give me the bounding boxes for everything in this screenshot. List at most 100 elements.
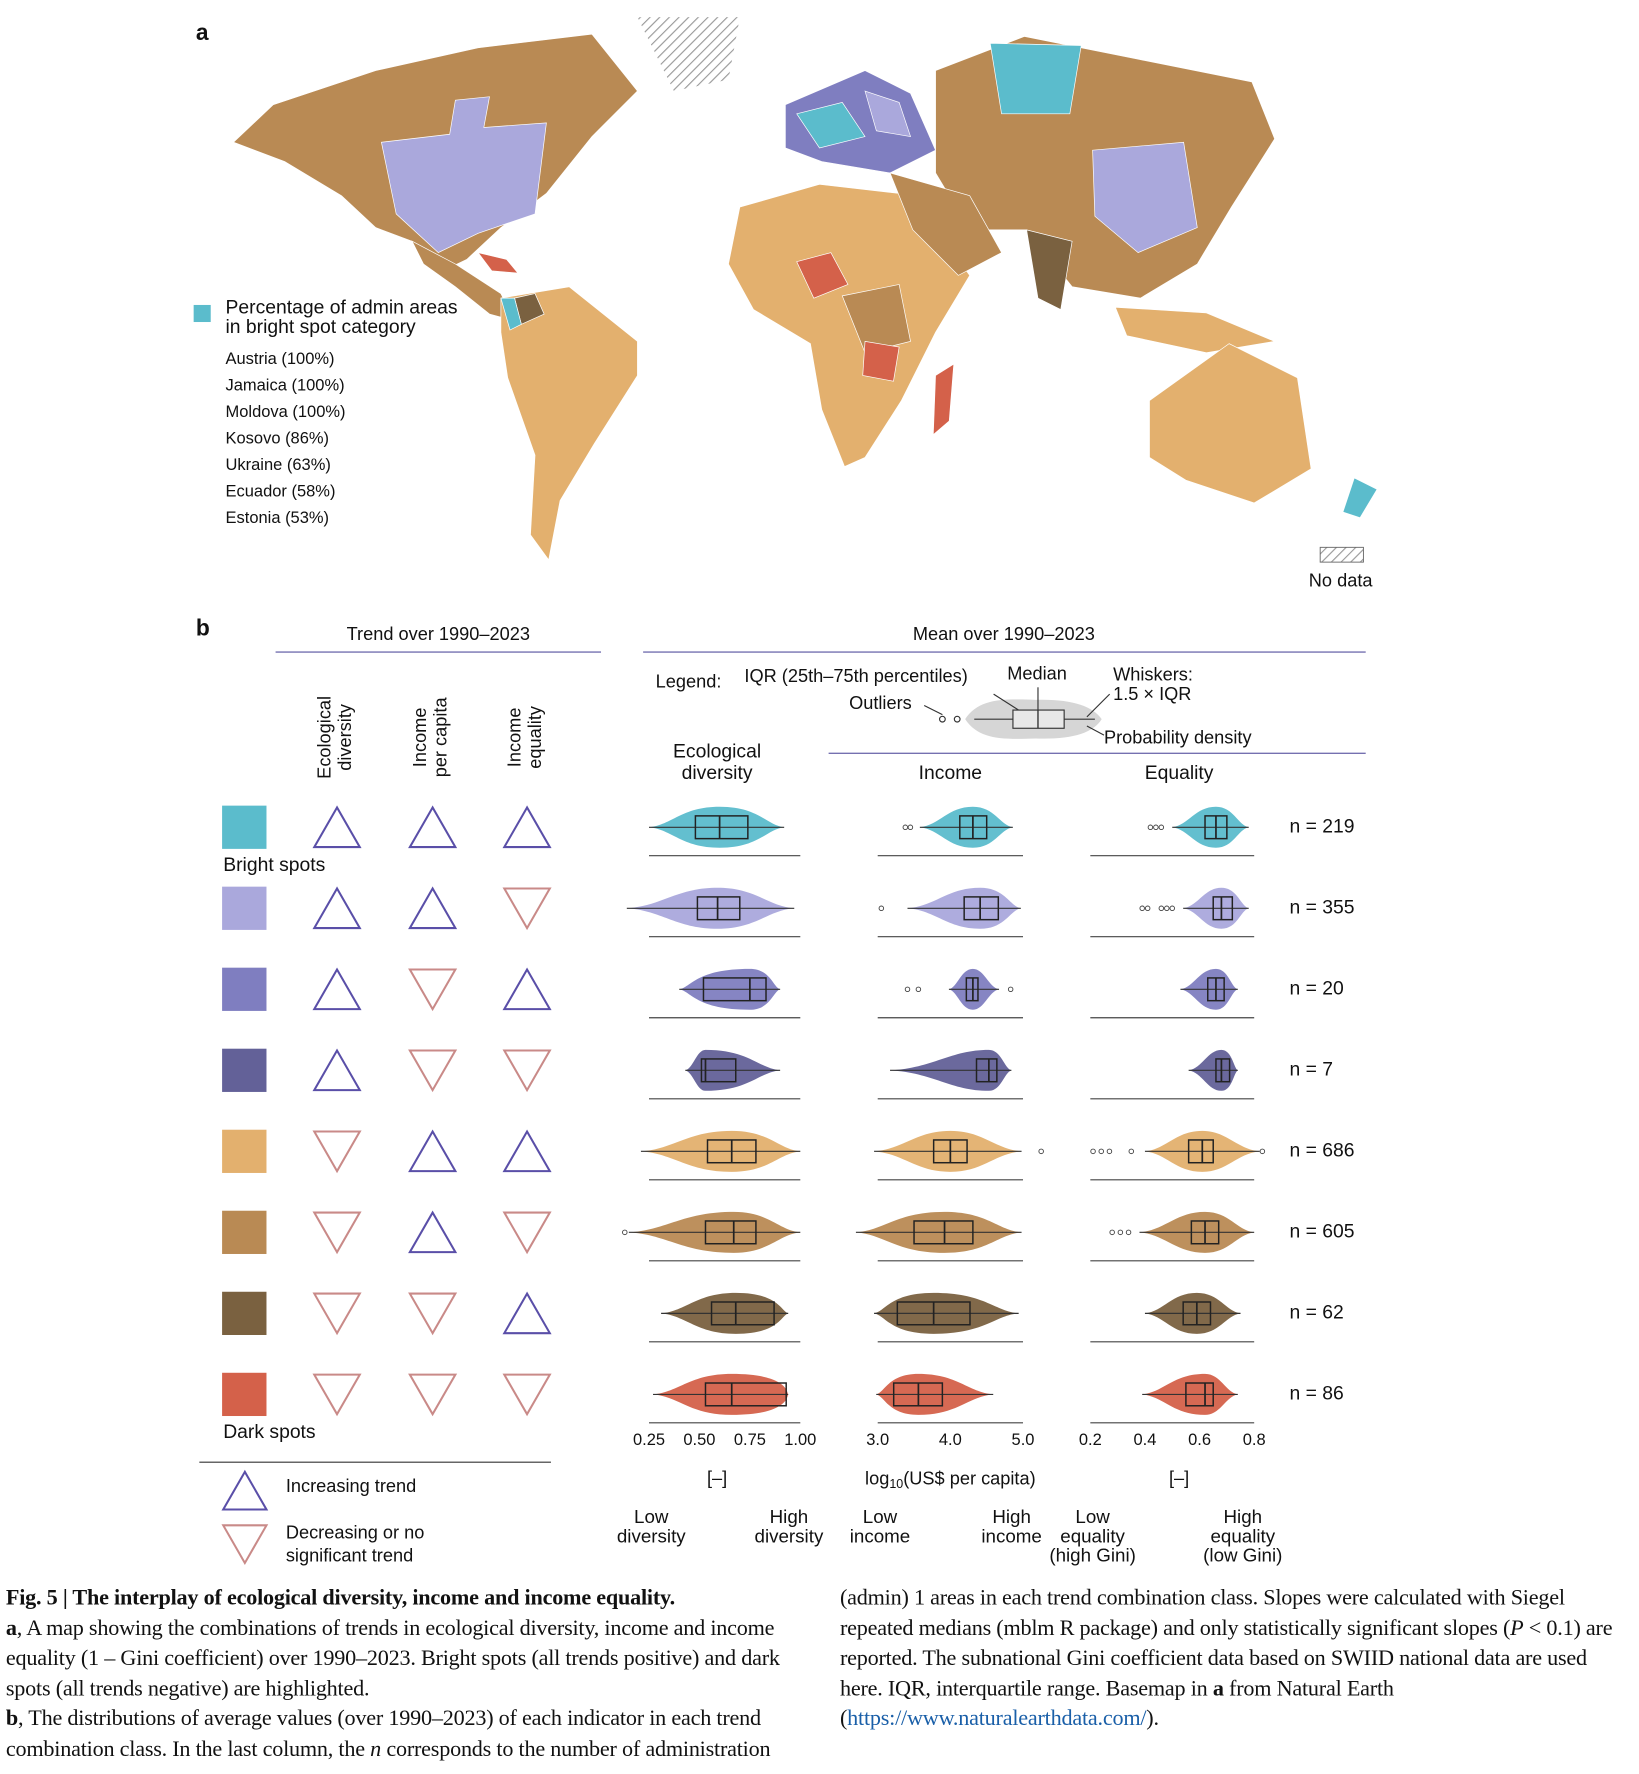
outlier bbox=[878, 905, 885, 912]
class-name: Dark spots bbox=[223, 1421, 315, 1443]
n-label: n = 219 bbox=[1289, 815, 1354, 837]
low-label: Low bbox=[1075, 1506, 1110, 1527]
outlier bbox=[904, 986, 911, 993]
increasing-trend bbox=[502, 1129, 552, 1173]
decreasing-trend bbox=[502, 1049, 552, 1093]
outlier bbox=[1109, 1229, 1115, 1236]
decreasing-trend bbox=[312, 1373, 362, 1417]
iqr-box bbox=[704, 1220, 757, 1245]
outlier bbox=[902, 824, 909, 830]
iqr-box bbox=[975, 1058, 998, 1083]
caption-text: corresponds to the number of administrat… bbox=[381, 1586, 1565, 1762]
n-label: n = 7 bbox=[1289, 1058, 1333, 1080]
trend-legend-up: Increasing trend bbox=[286, 1476, 416, 1496]
class-swatch bbox=[222, 1210, 267, 1254]
iqr-box bbox=[913, 1220, 974, 1245]
outlier bbox=[622, 1229, 628, 1236]
legend-iqr: IQR (25th–75th percentiles) bbox=[744, 666, 967, 686]
class-name: Bright spots bbox=[223, 854, 325, 876]
iqr-box bbox=[1187, 1139, 1214, 1164]
x-axis-label: log10(US$ per capita) bbox=[865, 1468, 1036, 1491]
decreasing-trend bbox=[502, 1373, 552, 1417]
legend-whiskers: Whiskers: bbox=[1113, 665, 1193, 685]
decreasing-trend bbox=[312, 1292, 362, 1336]
trend-legend-down: significant trend bbox=[286, 1545, 413, 1565]
iqr-box bbox=[696, 896, 741, 921]
trend-column-label: Income bbox=[504, 708, 524, 768]
class-swatch bbox=[222, 886, 267, 930]
outlier bbox=[1158, 905, 1165, 912]
iqr-box bbox=[1215, 1058, 1231, 1083]
increasing-trend bbox=[312, 805, 362, 849]
trend-column-label: Ecological bbox=[314, 696, 334, 779]
trend-column-label: Income bbox=[410, 708, 430, 768]
iqr-box bbox=[700, 1058, 737, 1083]
caption-text: P bbox=[1510, 1616, 1524, 1641]
high-label: High bbox=[770, 1506, 809, 1527]
mean-header: Mean over 1990–2023 bbox=[913, 624, 1095, 644]
class-swatch bbox=[222, 1048, 267, 1092]
outlier bbox=[1125, 1229, 1132, 1236]
no-data-label: No data bbox=[1309, 570, 1374, 590]
legend-item: Estonia (53%) bbox=[226, 509, 330, 527]
chart-title: Income bbox=[919, 762, 982, 784]
decreasing-trend bbox=[408, 1292, 458, 1336]
x-tick-label: 0.8 bbox=[1243, 1431, 1266, 1449]
increasing-trend bbox=[408, 886, 458, 930]
n-label: n = 686 bbox=[1289, 1139, 1354, 1161]
x-tick-label: 0.50 bbox=[683, 1431, 715, 1449]
iqr-box bbox=[702, 977, 767, 1002]
x-tick-label: 5.0 bbox=[1012, 1431, 1035, 1449]
x-tick-label: 0.25 bbox=[633, 1431, 665, 1449]
caption-text[interactable]: https://www.naturalearthdata.com/ bbox=[847, 1707, 1147, 1732]
n-label: n = 62 bbox=[1289, 1301, 1343, 1323]
trend-legend-down: Decreasing or no bbox=[286, 1523, 425, 1543]
chart-title: Equality bbox=[1145, 762, 1214, 784]
low-label: equality bbox=[1060, 1525, 1125, 1546]
decreasing-trend bbox=[408, 1049, 458, 1093]
legend-title: Percentage of admin areas bbox=[226, 296, 458, 318]
class-swatch bbox=[222, 1372, 267, 1417]
x-axis-label-part: (US$ per capita) bbox=[903, 1468, 1035, 1488]
legend-title: Legend: bbox=[656, 672, 722, 692]
legend-outliers: Outliers bbox=[849, 693, 912, 713]
x-tick-label: 4.0 bbox=[939, 1431, 962, 1449]
caption-text: a bbox=[1212, 1677, 1224, 1701]
legend-item: Austria (100%) bbox=[226, 350, 335, 368]
iqr-box bbox=[710, 1301, 775, 1326]
outlier bbox=[1169, 905, 1175, 912]
caption-text: , A map showing the combinations of tren… bbox=[5, 1616, 780, 1701]
caption-text: a bbox=[5, 1616, 17, 1641]
decreasing-trend bbox=[408, 1373, 458, 1417]
x-axis-label: [–] bbox=[707, 1468, 727, 1488]
x-tick-label: 3.0 bbox=[866, 1431, 889, 1449]
legend-median: Median bbox=[1007, 664, 1067, 684]
decreasing-trend bbox=[312, 1211, 362, 1255]
trend-column-label: per capita bbox=[431, 697, 451, 778]
increasing-trend bbox=[221, 1469, 269, 1511]
caption-text: ). bbox=[1146, 1707, 1159, 1732]
outlier bbox=[1153, 824, 1159, 830]
no-data-swatch bbox=[1319, 546, 1364, 563]
caption-title: Fig. 5 | The interplay of ecological div… bbox=[5, 1586, 675, 1611]
caption-text: b bbox=[5, 1707, 19, 1732]
high-label: income bbox=[981, 1525, 1042, 1546]
legend-item: Kosovo (86%) bbox=[226, 429, 330, 447]
trend-header: Trend over 1990–2023 bbox=[347, 624, 530, 644]
increasing-trend bbox=[502, 967, 552, 1011]
trend-column-label: diversity bbox=[335, 703, 355, 771]
outlier bbox=[1038, 1148, 1044, 1155]
high-label: (low Gini) bbox=[1203, 1545, 1282, 1566]
x-axis-label-part: 10 bbox=[889, 1477, 903, 1491]
outlier bbox=[1164, 905, 1170, 912]
low-label: Low bbox=[863, 1506, 898, 1527]
iqr-box bbox=[1185, 1382, 1214, 1407]
legend-item: Jamaica (100%) bbox=[226, 376, 345, 394]
outlier bbox=[907, 824, 914, 830]
class-swatch bbox=[222, 1291, 267, 1335]
legend-whiskers: 1.5 × IQR bbox=[1113, 684, 1191, 704]
high-label: High bbox=[992, 1506, 1031, 1527]
x-tick-label: 0.4 bbox=[1133, 1431, 1156, 1449]
increasing-trend bbox=[502, 1291, 552, 1335]
n-label: n = 86 bbox=[1289, 1383, 1343, 1405]
